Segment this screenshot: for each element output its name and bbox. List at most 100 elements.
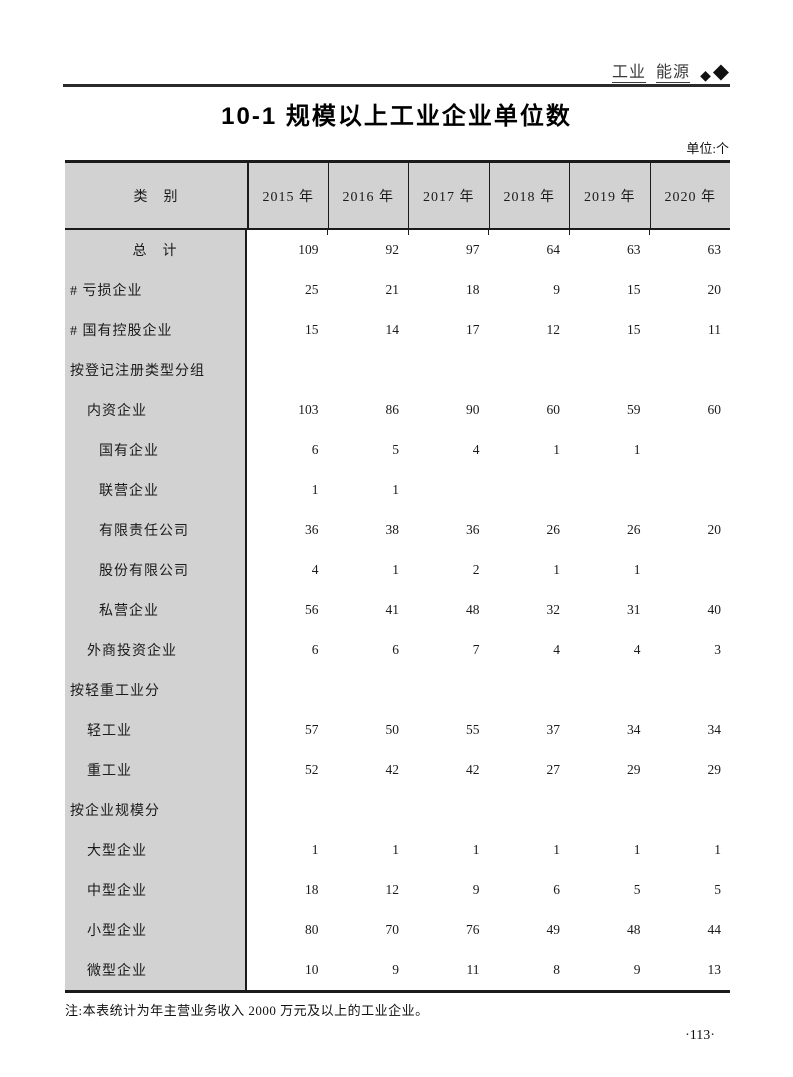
value-2016: 21: [385, 282, 400, 297]
value-2017: 42: [466, 762, 480, 777]
value-2018: 8: [553, 962, 560, 977]
row-label: 股份有限公司: [65, 550, 247, 590]
value-2016: 41: [385, 602, 400, 617]
value-2016: 42: [385, 762, 400, 777]
table-row: # 国有控股企业 15 14 17 12 15 11: [65, 310, 730, 350]
running-head-section-1: 工业: [612, 64, 647, 81]
table-row: 外商投资企业 6 6 7 4 4 3: [65, 630, 730, 670]
value-2015: 4: [311, 562, 319, 577]
value-2020: 40: [707, 602, 722, 617]
value-2019: 59: [627, 402, 641, 417]
value-2020: 29: [707, 762, 722, 777]
row-label: 小型企业: [65, 910, 247, 950]
value-2015: [247, 670, 328, 710]
value-2018: 12: [546, 322, 561, 337]
value-2020: [650, 470, 731, 510]
value-2019: 31: [627, 602, 641, 617]
row-label: 国有企业: [65, 430, 247, 470]
value-2016: 1: [392, 562, 399, 577]
table-row: 联营企业 1 1: [65, 470, 730, 510]
diamond-ornament-icon: ◆ ◆: [700, 60, 730, 83]
table-row: 股份有限公司 4 1 2 1 1: [65, 550, 730, 590]
value-2017: 2: [472, 562, 480, 577]
value-2018: [489, 670, 570, 710]
value-2015: 15: [305, 322, 319, 337]
value-2018: 37: [546, 722, 561, 737]
value-2015: 6: [311, 642, 319, 657]
value-2020: 20: [707, 522, 722, 537]
table-row: 私营企业 56 41 48 32 31 40: [65, 590, 730, 630]
table-row: 重工业 52 42 42 27 29 29: [65, 750, 730, 790]
value-2015: 56: [305, 602, 319, 617]
value-2018: 6: [553, 882, 560, 897]
value-2020: 13: [707, 962, 722, 977]
value-2017: 9: [472, 882, 480, 897]
value-2020: 1: [714, 842, 721, 857]
row-label: 按企业规模分: [65, 790, 247, 830]
value-2017: [408, 470, 489, 510]
value-2015: 6: [311, 442, 319, 457]
page-number: ·113·: [685, 1028, 715, 1043]
value-2017: 90: [466, 402, 480, 417]
column-header-2019: 2019 年: [569, 163, 650, 228]
value-2019: [569, 790, 650, 830]
value-2016: 14: [385, 322, 400, 337]
value-2015: [247, 350, 328, 390]
column-tick: [408, 230, 409, 235]
value-2016: [328, 350, 409, 390]
value-2019: 4: [633, 642, 641, 657]
value-2019: 1: [633, 842, 641, 857]
value-2017: 18: [466, 282, 480, 297]
value-2015: 36: [305, 522, 319, 537]
value-2015: 10: [305, 962, 319, 977]
column-header-2017: 2017 年: [408, 163, 489, 228]
value-2020: [650, 430, 731, 470]
value-2015: 103: [298, 402, 319, 417]
running-head: 工业 能源 ◆ ◆: [612, 58, 730, 82]
value-2015: 1: [311, 482, 319, 497]
value-2020: 60: [707, 402, 722, 417]
table-row: 小型企业 80 70 76 49 48 44: [65, 910, 730, 950]
value-2016: 1: [392, 842, 399, 857]
table-row: 国有企业 6 5 4 1 1: [65, 430, 730, 470]
value-2017: 36: [466, 522, 480, 537]
value-2020: 34: [707, 722, 722, 737]
table-row: 按轻重工业分: [65, 670, 730, 710]
value-2018: 4: [553, 642, 560, 657]
table-row: 轻工业 57 50 55 37 34 34: [65, 710, 730, 750]
row-label: 中型企业: [65, 870, 247, 910]
value-2015: [247, 790, 328, 830]
value-2019: 15: [627, 322, 641, 337]
value-2015: 25: [305, 282, 319, 297]
value-2016: 6: [392, 642, 399, 657]
table-row: 总 计 109 92 97 64 63 63: [65, 230, 730, 270]
value-2016: 5: [392, 442, 399, 457]
value-2020: 20: [707, 282, 722, 297]
value-2020: [650, 670, 731, 710]
row-label: 总 计: [65, 230, 247, 270]
row-label: 有限责任公司: [65, 510, 247, 550]
value-2018: 9: [553, 282, 560, 297]
column-header-2018: 2018 年: [488, 163, 570, 228]
value-2015: 109: [298, 242, 319, 257]
value-2018: 1: [553, 562, 560, 577]
value-2015: 57: [305, 722, 319, 737]
row-label: 内资企业: [65, 390, 247, 430]
value-2016: 50: [385, 722, 400, 737]
table-row: 有限责任公司 36 38 36 26 26 20: [65, 510, 730, 550]
value-2019: 48: [627, 922, 641, 937]
row-label: # 亏损企业: [65, 270, 247, 310]
value-2020: 63: [707, 242, 722, 257]
value-2017: 76: [466, 922, 480, 937]
value-2016: 9: [392, 962, 399, 977]
value-2019: 15: [627, 282, 641, 297]
table-body: 总 计 109 92 97 64 63 63 # 亏损企业 25 21 18 9…: [65, 230, 730, 990]
value-2018: 1: [553, 442, 560, 457]
value-2020: 3: [714, 642, 721, 657]
value-2015: 80: [305, 922, 319, 937]
value-2018: [489, 350, 570, 390]
table-row: 大型企业 1 1 1 1 1 1: [65, 830, 730, 870]
value-2017: 4: [472, 442, 480, 457]
unit-label: 单位:个: [686, 141, 729, 156]
value-2017: [408, 790, 489, 830]
